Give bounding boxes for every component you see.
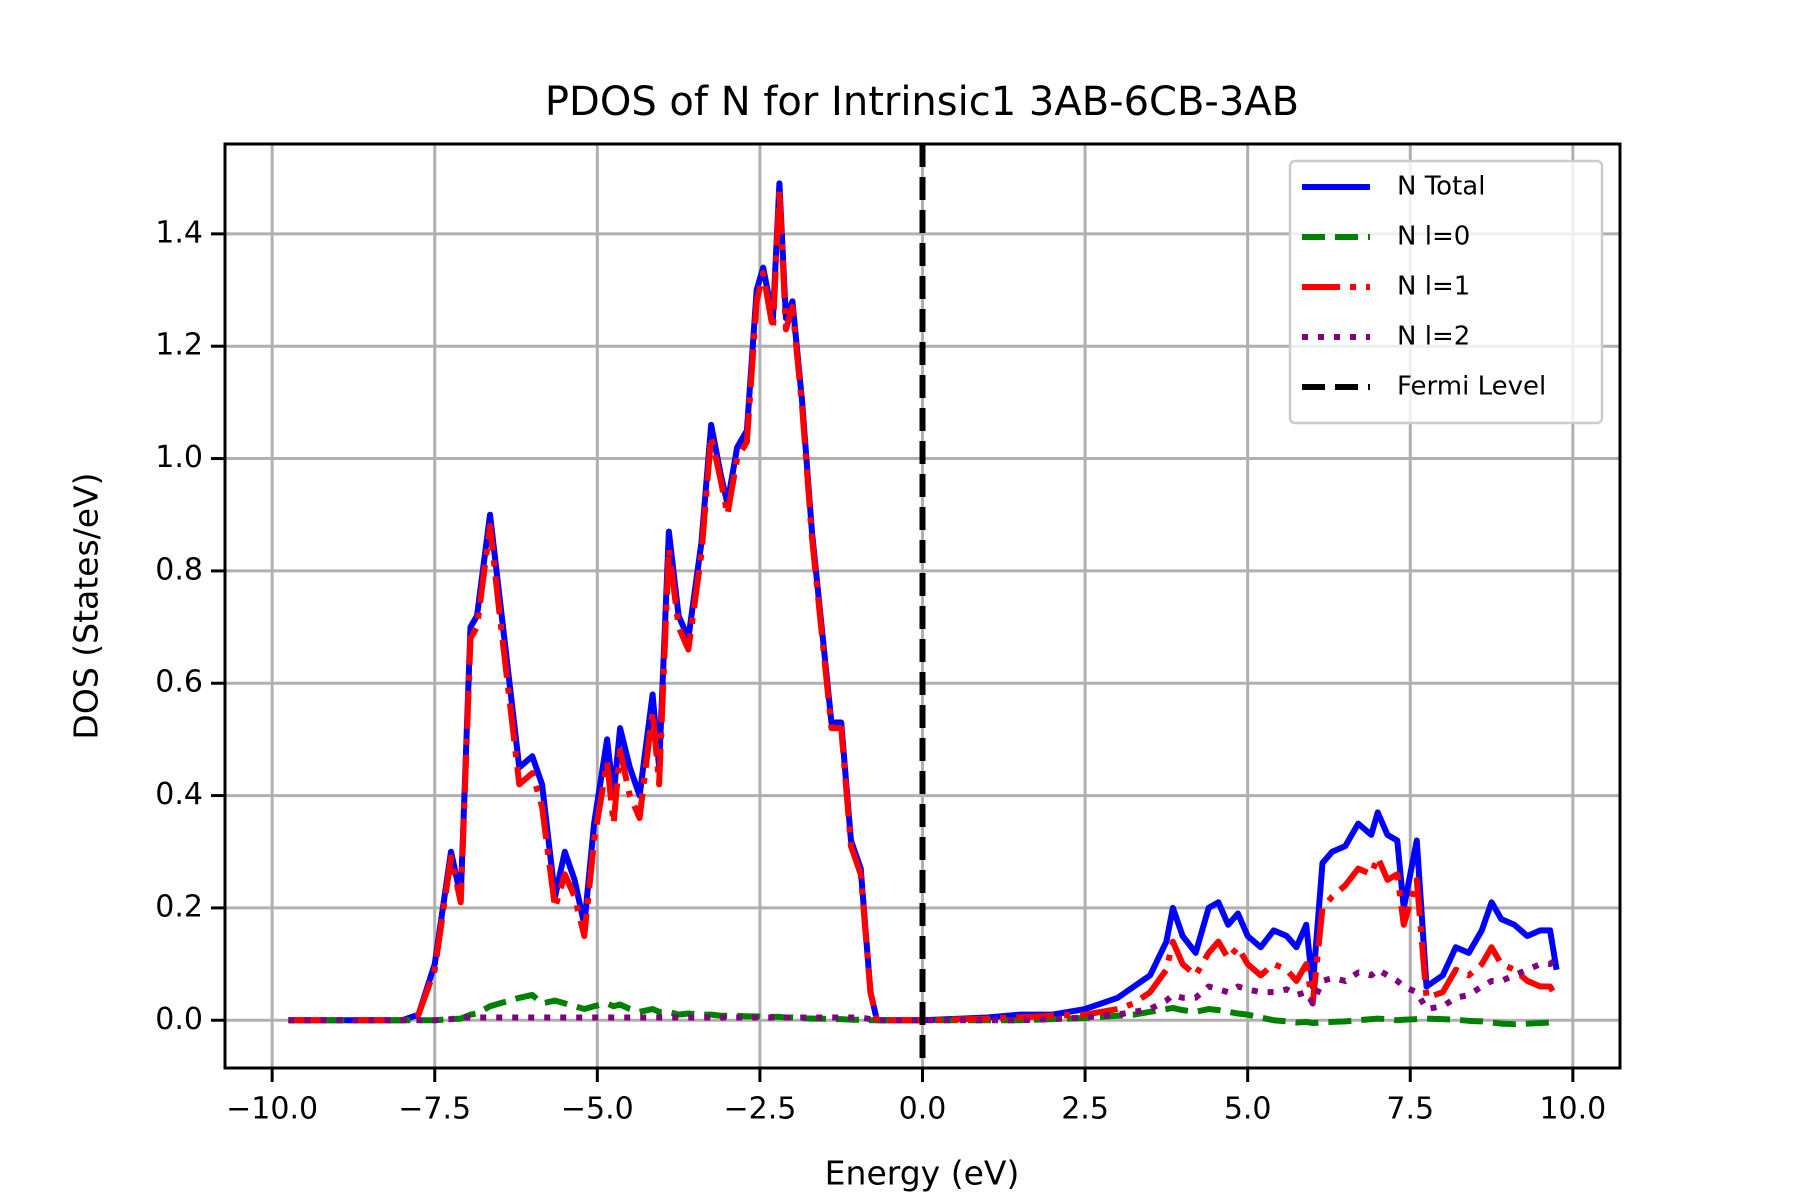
legend-label: N Total: [1397, 172, 1485, 202]
x-tick-label: 2.5: [1061, 1092, 1109, 1127]
y-tick-label: 0.6: [155, 665, 203, 700]
x-tick-label: −5.0: [561, 1092, 634, 1127]
chart-title: PDOS of N for Intrinsic1 3AB-6CB-3AB: [545, 79, 1299, 125]
series-line: [288, 956, 1559, 1024]
y-tick-label: 1.0: [155, 440, 203, 475]
y-tick-label: 1.2: [155, 328, 203, 363]
x-tick-label: 0.0: [899, 1092, 947, 1127]
plot-area: [288, 144, 1560, 1068]
legend-label: N l=0: [1397, 222, 1470, 252]
x-tick-label: −7.5: [398, 1092, 471, 1127]
legend-label: N l=2: [1397, 322, 1470, 352]
axes-frame: [223, 142, 1622, 1070]
x-tick-label: −10.0: [226, 1092, 318, 1127]
legend-label: Fermi Level: [1397, 372, 1546, 402]
ticks: −10.0 −7.5 −5.0 −2.5 0.0 2.5 5.0 7.5 10.0 0.0 0.2 0…: [155, 215, 1606, 1126]
y-tick-label: 0.4: [155, 777, 203, 812]
y-tick-label: 0.2: [155, 889, 203, 924]
x-tick-label: 10.0: [1539, 1092, 1606, 1127]
y-axis-label: DOS (States/eV): [67, 472, 106, 739]
x-tick-label: 7.5: [1386, 1092, 1434, 1127]
x-axis-label: Energy (eV): [825, 1154, 1020, 1193]
series-line: [288, 185, 1560, 1024]
x-tick-label: −2.5: [723, 1092, 796, 1127]
legend: N Total N l=0 N l=1 N l=2 Fermi Level: [1288, 159, 1604, 425]
y-tick-label: 1.4: [155, 215, 203, 250]
legend-box: [1288, 159, 1604, 425]
x-tick-label: 5.0: [1224, 1092, 1272, 1127]
series-line: [288, 991, 1557, 1028]
y-tick-label: 0.8: [155, 552, 203, 587]
legend-label: N l=1: [1397, 272, 1470, 302]
y-tick-label: 0.0: [155, 1002, 203, 1037]
